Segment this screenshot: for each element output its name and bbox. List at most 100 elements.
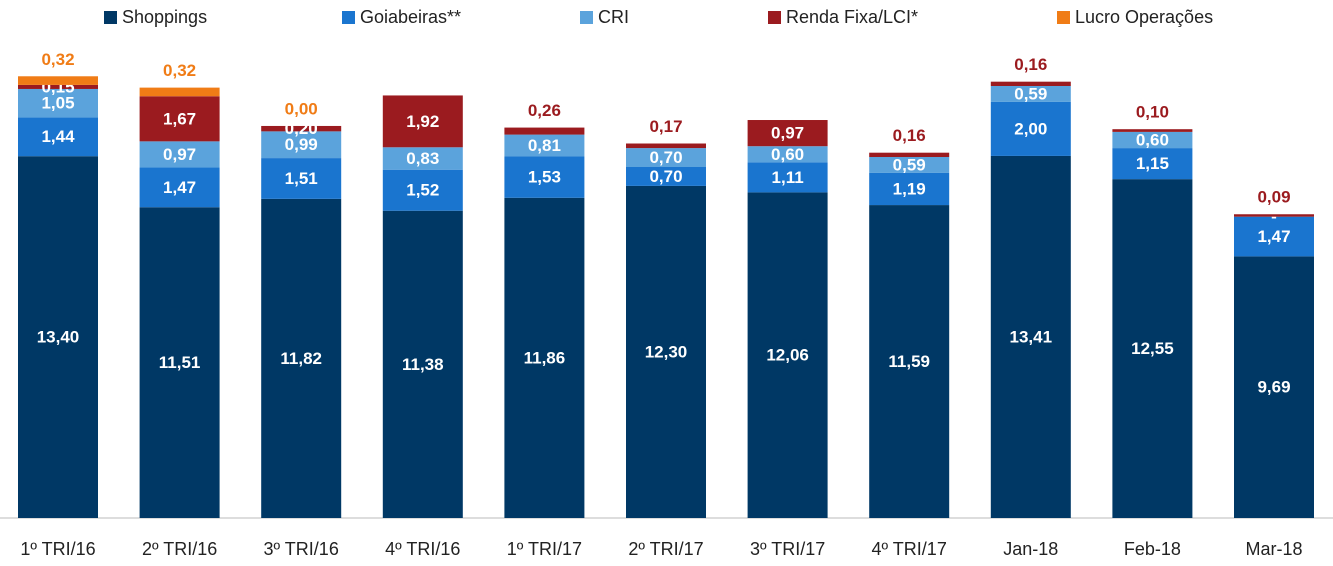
bar-segment — [18, 76, 98, 85]
value-label: 0,83 — [406, 149, 439, 168]
value-label: 0,60 — [1136, 130, 1169, 149]
value-label: 12,06 — [766, 346, 809, 365]
value-label: 1,52 — [406, 181, 439, 200]
value-label: 0,32 — [41, 50, 74, 69]
bar-segment — [1234, 216, 1314, 257]
legend-swatch — [1057, 11, 1070, 24]
bar-segment — [1112, 179, 1193, 518]
bar-segment — [18, 117, 98, 157]
bar-segment — [747, 162, 828, 193]
value-label: 0,10 — [1136, 103, 1169, 122]
bar-segment — [1112, 131, 1193, 149]
bar-segment — [990, 155, 1071, 518]
value-label: 1,19 — [893, 179, 926, 198]
bar-segment — [382, 147, 463, 170]
value-label: 0,70 — [649, 167, 682, 186]
legend-label: CRI — [598, 7, 629, 27]
legend-label: Shoppings — [122, 7, 207, 27]
bar-segment — [139, 87, 220, 97]
bar-segment — [261, 158, 342, 199]
bar-segment — [261, 131, 342, 159]
legend-swatch — [104, 11, 117, 24]
bar-segment — [504, 134, 585, 157]
bar-segment — [382, 169, 463, 211]
x-tick-label: 4º TRI/16 — [385, 539, 460, 559]
value-label: 1,15 — [1136, 154, 1169, 173]
value-label: 13,40 — [37, 328, 80, 347]
value-label: 0,16 — [1014, 55, 1047, 74]
value-label: 0,32 — [163, 61, 196, 80]
x-tick-label: 1º TRI/16 — [20, 539, 95, 559]
x-tick-label: 2º TRI/17 — [628, 539, 703, 559]
value-label: 0,09 — [1257, 188, 1290, 207]
bar-segment — [1234, 256, 1314, 518]
value-label: 2,00 — [1014, 119, 1047, 138]
value-label: 1,67 — [163, 109, 196, 128]
bar-segment — [18, 156, 98, 518]
value-label: 0,60 — [771, 145, 804, 164]
x-tick-label: Feb-18 — [1124, 539, 1181, 559]
bar-segment — [1112, 129, 1193, 132]
bar-segment — [990, 81, 1071, 86]
bar-segment — [626, 143, 706, 149]
bar-segment — [869, 157, 950, 173]
value-label: 1,11 — [772, 168, 804, 187]
legend-swatch — [580, 11, 593, 24]
value-label: 0,59 — [893, 155, 926, 174]
value-label: 0,99 — [285, 135, 318, 154]
value-label: 11,86 — [524, 348, 566, 367]
bar-segment — [504, 156, 585, 198]
x-tick-label: 3º TRI/17 — [750, 539, 825, 559]
value-label: 0,20 — [285, 119, 318, 138]
value-label: 0,97 — [163, 145, 196, 164]
bar-segment — [504, 127, 585, 135]
bar-segment — [382, 95, 463, 148]
bar-segment — [139, 141, 220, 168]
value-label: 0,16 — [893, 126, 926, 145]
value-label: 1,51 — [285, 169, 318, 188]
value-label: 1,92 — [406, 112, 439, 131]
value-label: 13,41 — [1010, 327, 1053, 346]
bar-segment — [18, 88, 98, 118]
bar-segment — [261, 198, 342, 519]
value-label: 0,00 — [285, 99, 318, 118]
bar-segment — [139, 207, 220, 519]
value-label: 11,38 — [402, 355, 444, 374]
x-tick-label: Mar-18 — [1245, 539, 1302, 559]
bar-segment — [869, 172, 950, 206]
value-label: 0,59 — [1014, 84, 1047, 103]
bar-segment — [1234, 214, 1314, 217]
legend-label: Lucro Operações — [1075, 7, 1213, 27]
bar-segment — [990, 86, 1071, 102]
bar-segment — [504, 197, 585, 518]
x-tick-label: 3º TRI/16 — [264, 539, 339, 559]
bar-segment — [626, 167, 706, 186]
bar-segment — [261, 125, 342, 132]
bar-segment — [869, 152, 950, 158]
value-label: 12,30 — [645, 342, 688, 361]
legend-label: Goiabeiras** — [360, 7, 461, 27]
bar-segment — [747, 192, 828, 518]
x-tick-label: Jan-18 — [1003, 539, 1058, 559]
value-label: 9,69 — [1257, 378, 1290, 397]
legend-label: Renda Fixa/LCI* — [786, 7, 918, 27]
bar-segment — [626, 148, 706, 167]
x-tick-label: 1º TRI/17 — [507, 539, 582, 559]
bar-segment — [1112, 148, 1193, 180]
value-label: 1,05 — [41, 94, 74, 113]
legend-swatch — [342, 11, 355, 24]
bar-segment — [382, 210, 463, 519]
value-label: 0,81 — [528, 136, 561, 155]
x-tick-label: 2º TRI/16 — [142, 539, 217, 559]
x-tick-label: 4º TRI/17 — [872, 539, 947, 559]
value-label: 1,47 — [163, 178, 196, 197]
bar-segment — [869, 205, 950, 518]
value-label: 0,97 — [771, 124, 804, 143]
value-label: 0,26 — [528, 101, 561, 120]
bar-segment — [139, 96, 220, 142]
value-label: 12,55 — [1131, 339, 1174, 358]
value-label: 11,82 — [280, 349, 322, 368]
value-label: 1,47 — [1257, 227, 1290, 246]
value-label: 0,17 — [649, 117, 682, 136]
